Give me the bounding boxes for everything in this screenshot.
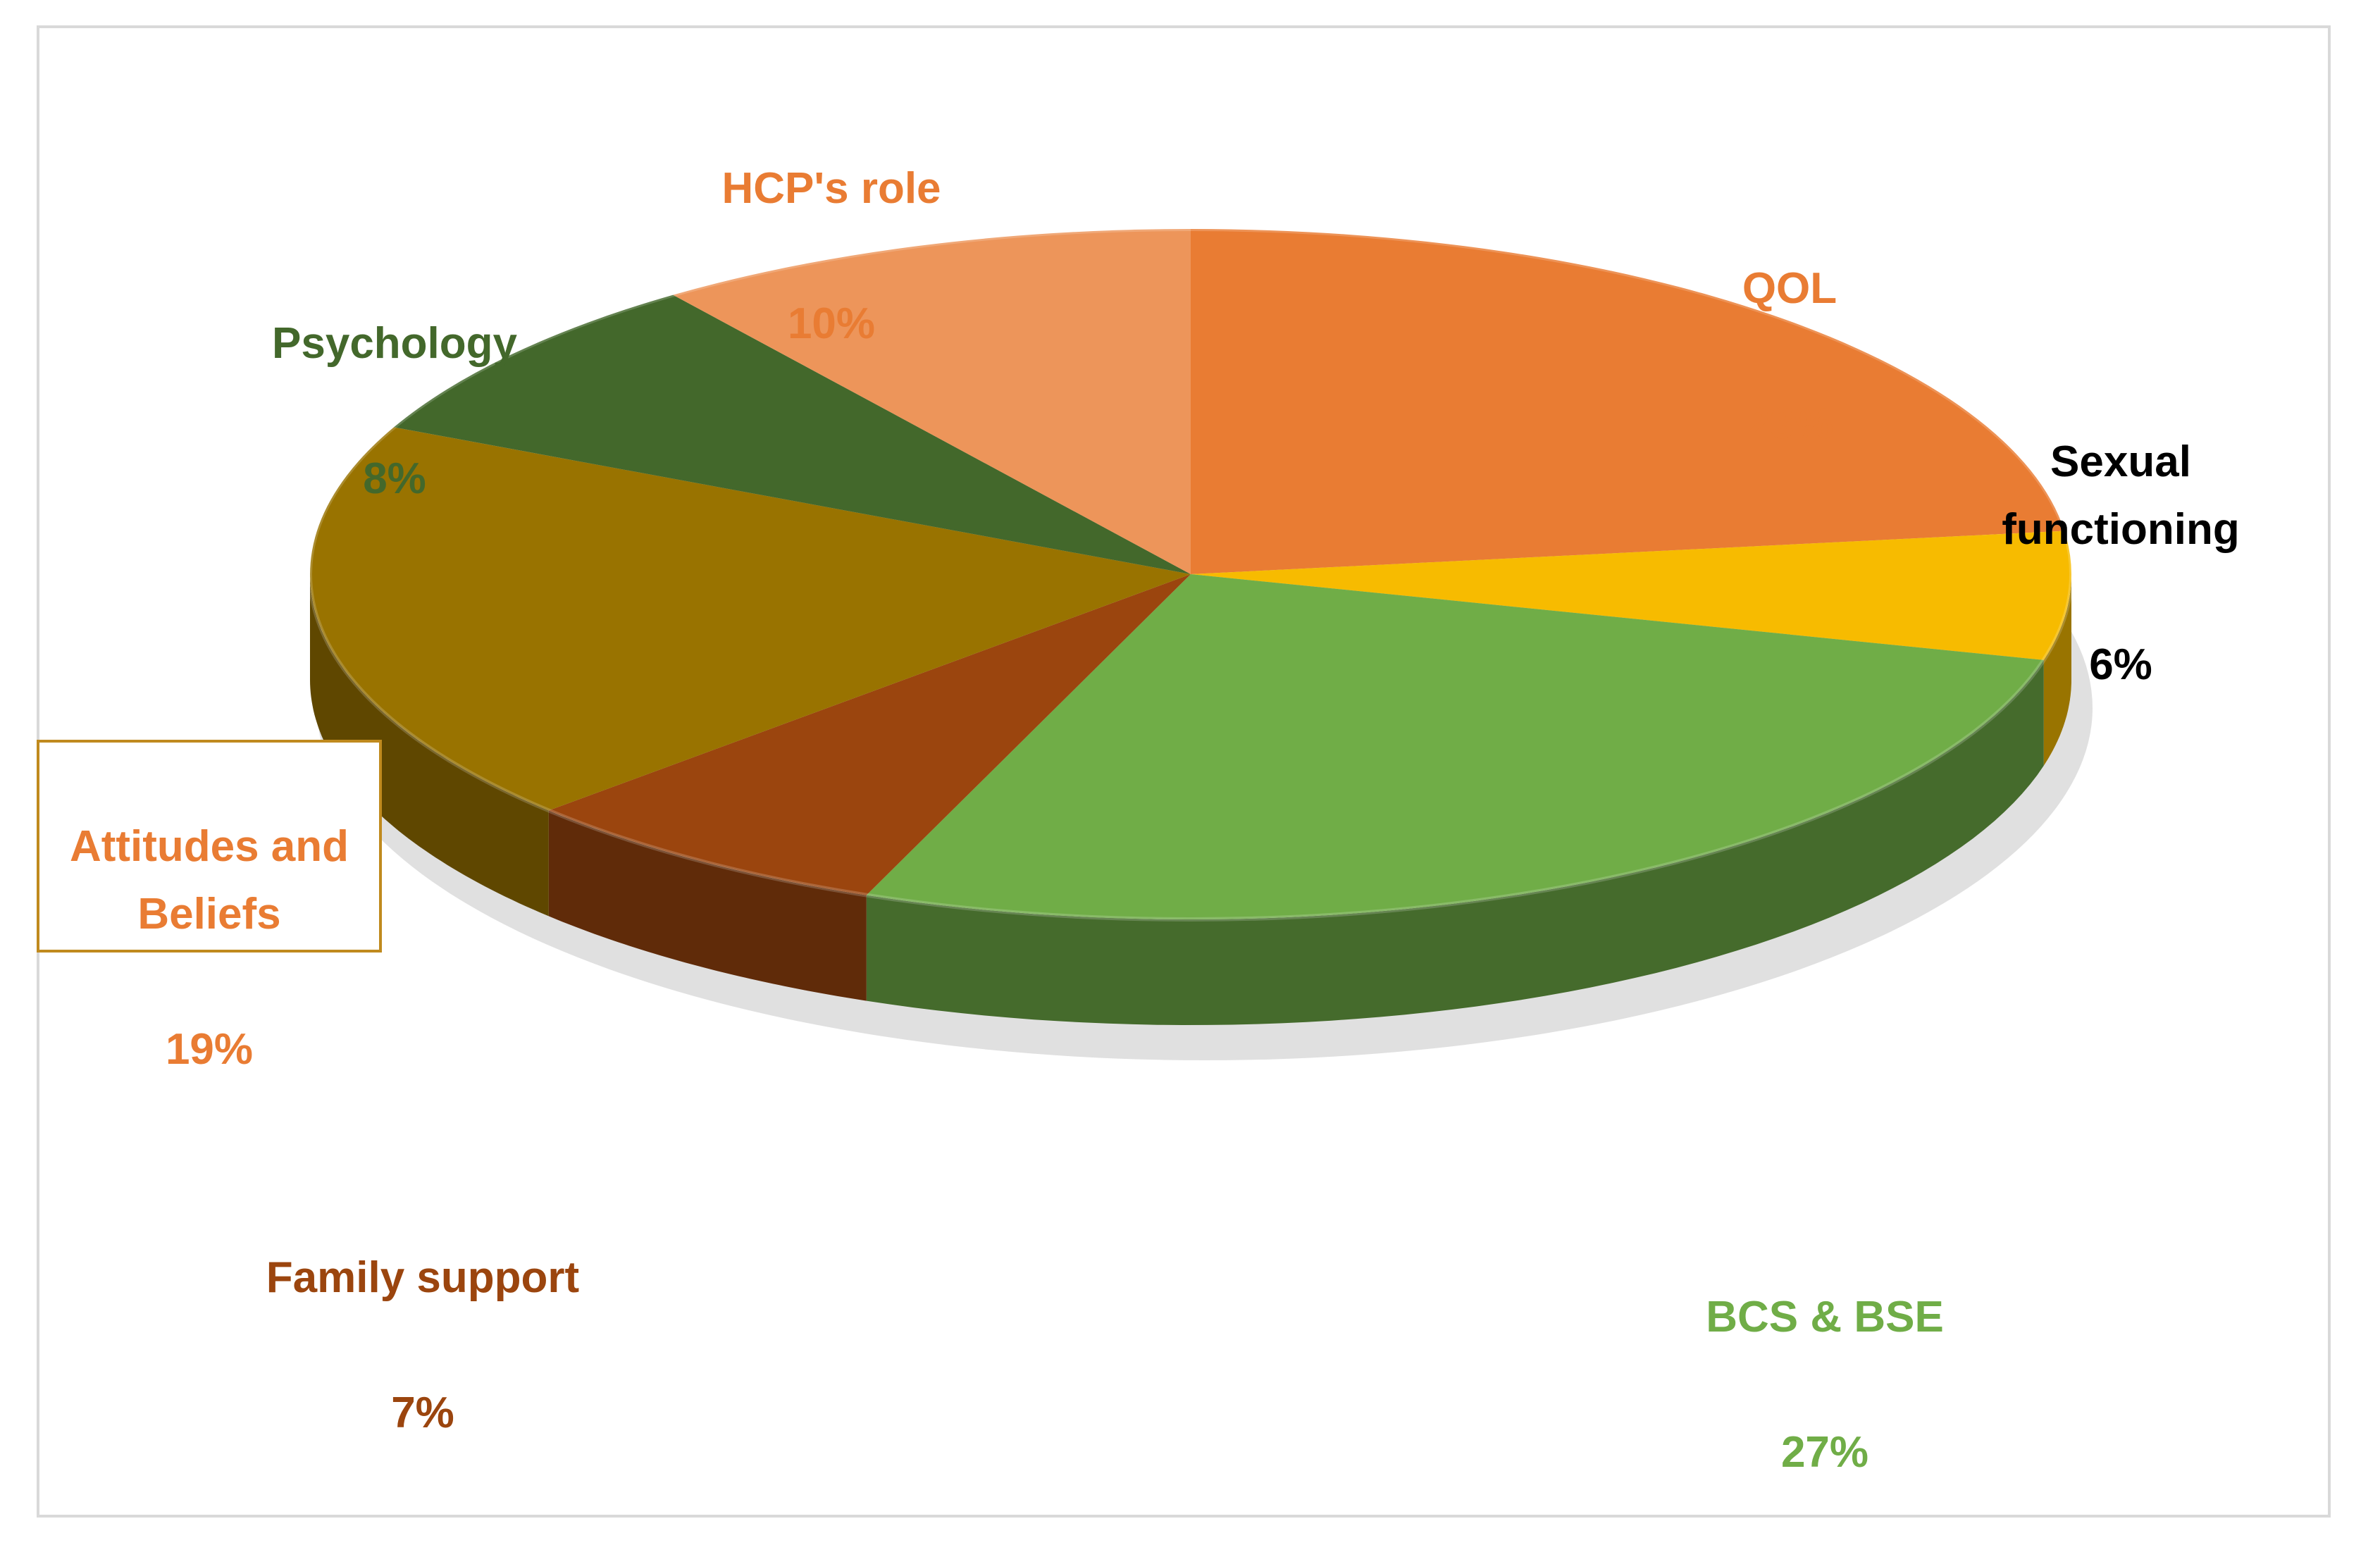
pie-slice-6 bbox=[673, 229, 1191, 574]
pie-slice-1 bbox=[1191, 530, 2071, 660]
slice-percent-hcps-role: 10% bbox=[787, 299, 876, 348]
slice-name-sexual-functioning: Sexual functioning bbox=[2002, 438, 2240, 554]
slice-name-qol: QOL bbox=[1742, 264, 1837, 313]
slice-label-sexual-functioning: Sexual functioning 6% bbox=[1945, 361, 2297, 699]
pie-side-3 bbox=[548, 810, 867, 1001]
pie-slice-0 bbox=[1191, 229, 2065, 574]
pie-side-1 bbox=[2043, 574, 2071, 766]
slice-label-hcps-role: HCP's role 10% bbox=[676, 87, 986, 358]
slice-percent-bcs-bse: 27% bbox=[1780, 1428, 1869, 1477]
pie-slice-3 bbox=[548, 574, 1191, 895]
slice-percent-sexual-functioning: 6% bbox=[2089, 640, 2152, 689]
slice-percent-attitudes-beliefs: 19% bbox=[165, 1025, 254, 1074]
slice-name-hcps-role: HCP's role bbox=[721, 164, 941, 213]
slice-label-family-support: Family support 7% bbox=[211, 1177, 634, 1447]
slice-percent-family-support: 7% bbox=[391, 1389, 454, 1437]
pie-side-2 bbox=[866, 659, 2044, 1025]
slice-percent-qol: 23% bbox=[1745, 399, 1834, 448]
pie-side-4 bbox=[310, 574, 549, 917]
pie-slice-2 bbox=[866, 574, 2044, 920]
slice-name-attitudes-beliefs: Attitudes and Beliefs bbox=[69, 822, 349, 938]
pie-rim bbox=[308, 227, 2074, 922]
slice-label-bcs-bse: BCS & BSE 27% bbox=[1620, 1216, 2029, 1487]
slice-name-psychology: Psychology bbox=[272, 319, 517, 368]
slice-label-qol: QOL 23% bbox=[1642, 187, 1938, 458]
slice-name-bcs-bse: BCS & BSE bbox=[1706, 1293, 1944, 1341]
slice-label-psychology: Psychology 8% bbox=[233, 242, 557, 513]
slice-name-family-support: Family support bbox=[266, 1253, 580, 1302]
pie-slice-4 bbox=[310, 427, 1191, 811]
pie-slice-5 bbox=[394, 294, 1191, 574]
slice-label-attitudes-beliefs: Attitudes and Beliefs 19% bbox=[37, 740, 382, 1074]
slice-percent-psychology: 8% bbox=[363, 454, 426, 503]
